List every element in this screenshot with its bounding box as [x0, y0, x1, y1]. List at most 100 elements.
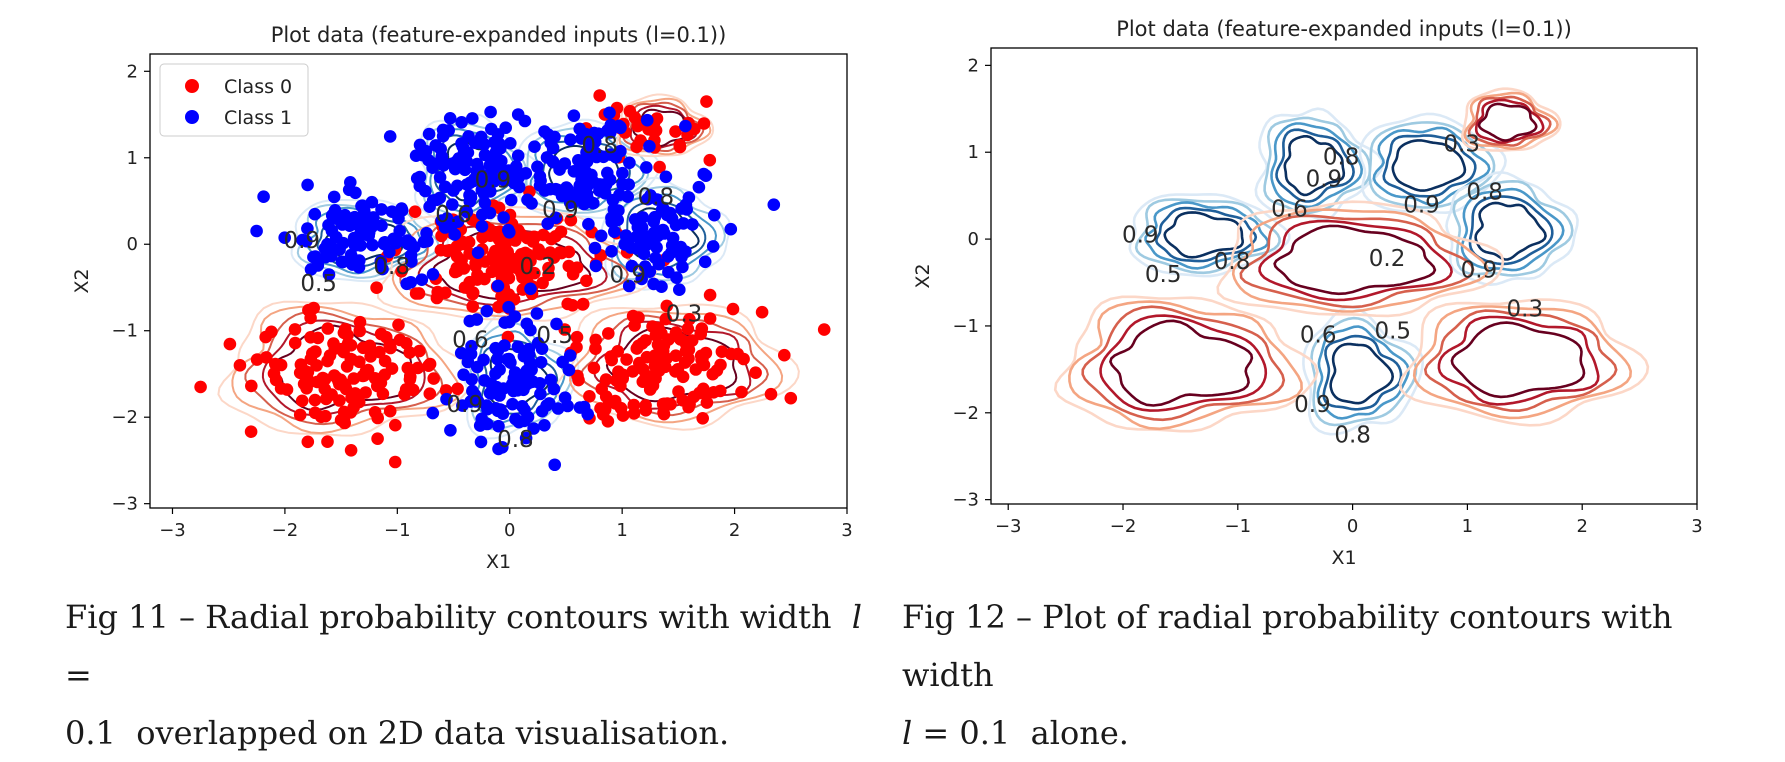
class0-point [669, 365, 682, 378]
class1-point [605, 245, 618, 258]
class1-point [674, 240, 687, 254]
contour-level-label: 0.8 [581, 133, 618, 159]
caption-line: 0.1 overlapped on 2D data visualisation. [65, 714, 730, 752]
class1-point [530, 307, 544, 320]
class1-point [616, 178, 629, 191]
class0-point [593, 89, 606, 102]
left-plot-frame [149, 53, 848, 509]
class1-point [534, 387, 547, 401]
class1-point [651, 229, 664, 243]
class1-point [524, 323, 537, 337]
class0-point [554, 225, 568, 239]
class1-point [573, 122, 586, 136]
contour-level-label: 0.9 [609, 263, 646, 289]
class0-contour-line [1258, 219, 1453, 302]
class1-point [478, 196, 492, 210]
class0-point [703, 312, 717, 325]
class1-contour-line [1302, 306, 1424, 436]
contour-level-label: 0.5 [300, 271, 337, 297]
class0-point [293, 408, 307, 422]
class1-point [534, 174, 547, 188]
class1-point [686, 218, 699, 231]
chart-title: Plot data (feature-expanded inputs (l=0.… [271, 23, 727, 47]
class1-point [489, 341, 502, 355]
class0-point [334, 413, 348, 427]
class0-point [778, 348, 791, 362]
class0-point [604, 350, 618, 364]
class1-point [582, 217, 595, 231]
class1-point [419, 144, 433, 158]
class0-point [308, 406, 322, 420]
class1-point [480, 179, 494, 193]
class0-point [515, 267, 528, 280]
class0-point [371, 379, 384, 393]
class0-point [466, 300, 480, 313]
class1-point [493, 137, 506, 151]
x-axis-label: X1 [1331, 547, 1356, 569]
class1-point [544, 373, 557, 387]
class0-point [194, 380, 207, 394]
class0-contour-line [1437, 315, 1600, 406]
class0-point [280, 383, 294, 396]
class1-point [451, 179, 464, 193]
x-tick-label: −3 [995, 516, 1022, 537]
class0-point [639, 334, 652, 347]
contour-level-label: 0.9 [1461, 257, 1498, 283]
class0-contour-line [1053, 295, 1319, 433]
class1-contour-line [1382, 134, 1477, 198]
class1-point [767, 198, 781, 211]
class0-point [658, 360, 672, 374]
class1-point [440, 392, 453, 406]
class1-point [489, 402, 503, 415]
contour-lines [1053, 87, 1650, 436]
scatter-points [194, 89, 831, 472]
class0-point [628, 111, 642, 124]
x-tick-label: −1 [1225, 516, 1252, 537]
class1-point [611, 213, 624, 227]
class0-point [321, 322, 335, 335]
class1-point [502, 300, 515, 314]
class1-point [665, 212, 679, 225]
class0-point [306, 347, 319, 360]
class1-point [575, 188, 588, 201]
class1-point [518, 348, 532, 362]
contour-level-label: 0.9 [1403, 192, 1440, 218]
contour-level-label: 0.6 [435, 202, 472, 228]
class1-point [504, 356, 517, 369]
class1-point [655, 203, 669, 216]
class0-point [601, 415, 615, 428]
class0-contour-line [1109, 319, 1254, 407]
class0-point [409, 287, 423, 300]
class1-point [301, 222, 314, 235]
class1-point [519, 431, 533, 445]
class1-contour-line [1254, 107, 1384, 221]
class0-point [587, 361, 601, 375]
x-tick-label: 3 [841, 520, 852, 541]
class0-point [602, 327, 615, 340]
class1-point [456, 399, 469, 412]
class1-point [436, 123, 450, 137]
x-tick-label: 3 [1691, 516, 1702, 537]
class0-point [347, 372, 361, 385]
class0-point [392, 318, 405, 332]
class0-point [514, 254, 528, 267]
x-tick-label: −2 [1110, 516, 1137, 537]
class0-point [669, 125, 682, 138]
class1-point [503, 315, 516, 329]
class1-point [480, 417, 494, 431]
class1-contour-line [1460, 187, 1565, 272]
class0-point [700, 95, 713, 108]
class1-point [546, 155, 560, 168]
class0-point [693, 386, 706, 400]
y-tick-label: 0 [127, 234, 138, 255]
class1-point [509, 377, 522, 391]
class1-point [351, 233, 365, 247]
legend-label: Class 1 [224, 107, 292, 129]
class0-point [353, 355, 366, 369]
class1-point [572, 154, 585, 167]
class1-point [643, 140, 656, 153]
contour-level-label: 0.2 [520, 254, 557, 280]
class1-point [468, 388, 482, 402]
class0-point [566, 299, 579, 312]
class1-contour-line [1445, 171, 1579, 286]
